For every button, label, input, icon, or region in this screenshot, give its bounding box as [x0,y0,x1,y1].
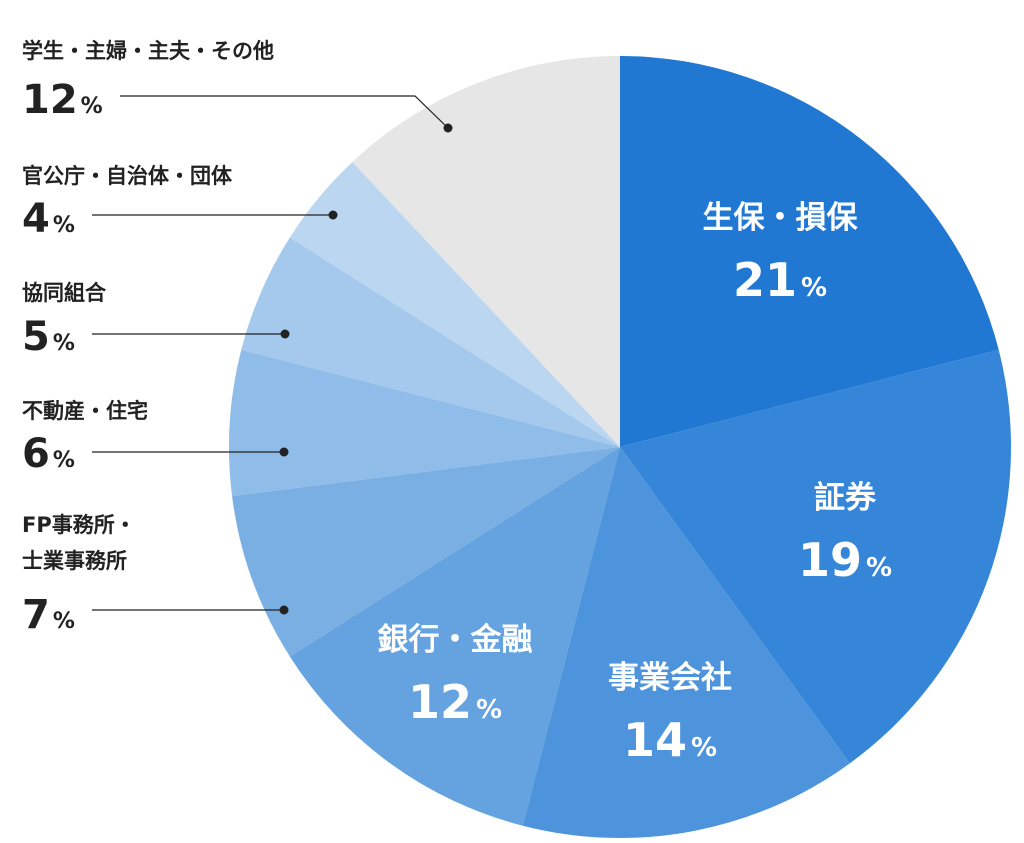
pie-slice-5 [228,349,620,497]
slice-label-3: 銀行・金融 [378,622,533,658]
slice-value-3: 12% [408,675,502,729]
pie-slice-7 [289,161,620,447]
slice-value-7: 4% [22,196,75,242]
pie-slice-2 [522,447,850,839]
pie-slice-3 [289,447,620,826]
slice-label-2: 事業会社 [608,660,732,696]
pie-labels: 生保・損保 21 % 証券 19 % 事業会社 14 % 銀行・金融 12 % FP事務所・士業事務所 7… [22,39,892,767]
slice-label-5: 不動産・住宅 [22,399,148,423]
slice-value-4: 7% [22,592,75,638]
pie-slice-0 [620,56,999,447]
slice-label-4-line-0: FP事務所・ [22,513,136,537]
slice-label-0: 生保・損保 [703,200,859,236]
leader-dot-6 [280,329,290,339]
pie-slice-8 [352,56,620,447]
slice-value-1: 19% [798,533,892,587]
leader-line-8 [120,95,449,129]
slice-label-7: 官公庁・自治体・団体 [22,164,233,188]
slice-value-6: 5% [22,314,75,360]
slice-value-2: 14% [623,713,717,767]
slice-value-5: 6% [22,431,75,477]
slice-label-8: 学生・主婦・主夫・その他 [22,39,274,63]
pie-slice-1 [620,349,1012,764]
slice-value-8: 12% [22,77,103,123]
leader-dot-8 [443,123,453,133]
pie-slice-6 [241,237,620,447]
slice-label-4-line-1: 士業事務所 [22,549,127,573]
leader-dot-4 [279,605,289,615]
pie-slice-4 [232,447,620,657]
slice-label-1: 証券 [814,480,877,516]
leader-dot-7 [328,210,338,220]
leader-dot-5 [279,447,289,457]
slice-value-0: 21% [733,253,827,307]
slice-label-6: 協同組合 [22,281,107,305]
pie-slices [228,56,1012,839]
